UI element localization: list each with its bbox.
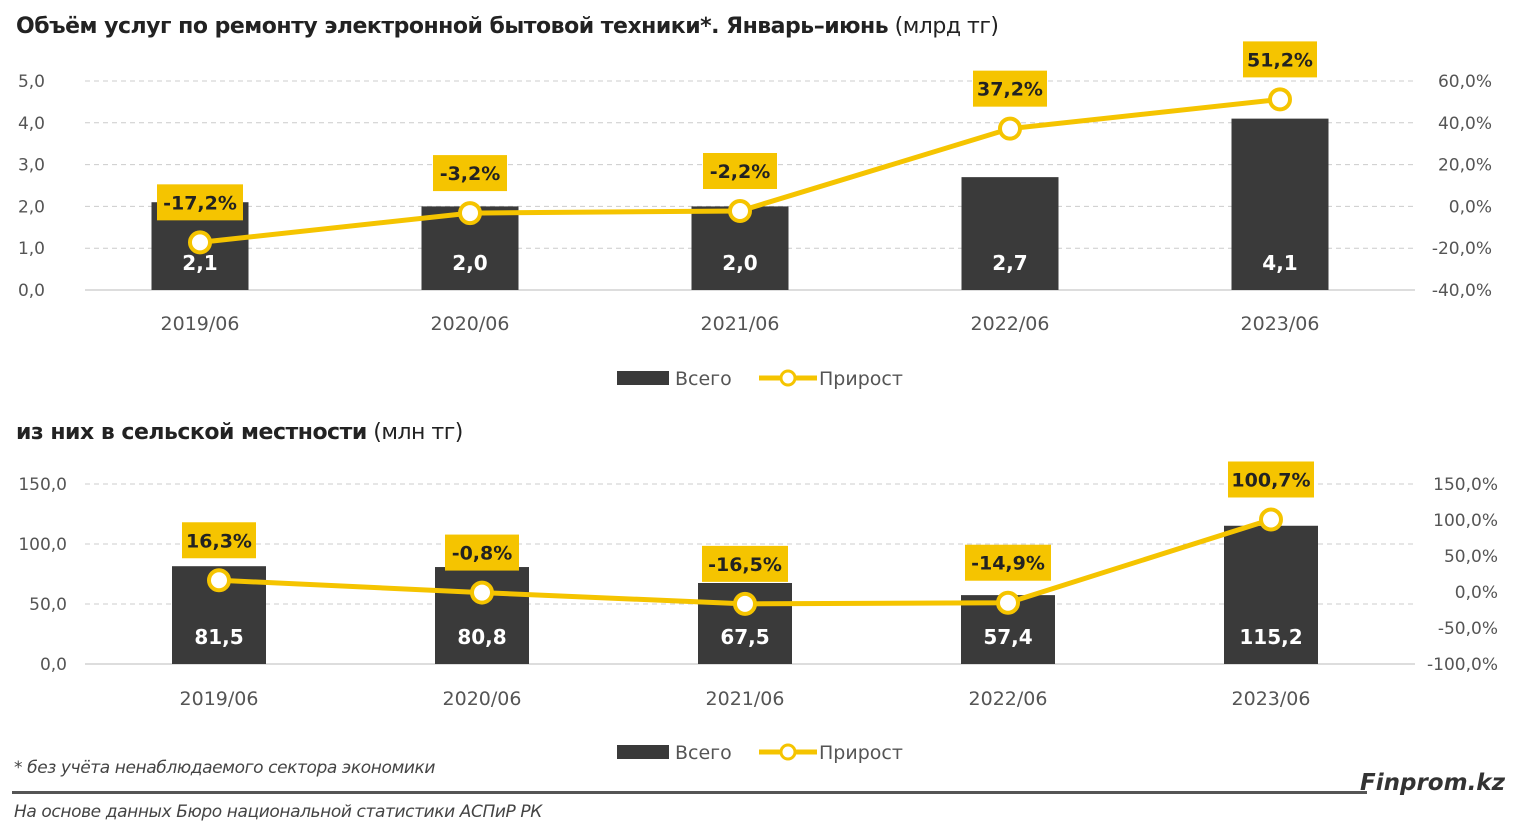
x-tick-label: 2021/06 <box>706 688 785 710</box>
line-label-box <box>1243 41 1317 78</box>
bar-data-label: 81,5 <box>194 625 243 649</box>
legend-swatch-bar <box>617 745 669 759</box>
line-point <box>998 116 1022 141</box>
x-tick-label: 2019/06 <box>161 313 240 335</box>
y-left-tick-label: 0,0 <box>18 281 45 301</box>
line-point <box>728 198 752 223</box>
line-point <box>1259 507 1283 532</box>
y-left-tick-label: 1,0 <box>18 239 45 259</box>
line-label-box <box>703 152 777 189</box>
line-data-label: 100,7% <box>1231 469 1310 491</box>
x-tick-label: 2023/06 <box>1241 313 1320 335</box>
bar-data-label: 2,7 <box>992 251 1027 275</box>
line-label-box <box>1228 461 1314 498</box>
y-right-tick-label: 60,0% <box>1438 72 1492 92</box>
bar-data-label: 2,1 <box>182 251 217 275</box>
y-left-tick-label: 150,0 <box>18 475 67 495</box>
line-data-label: -16,5% <box>708 554 782 576</box>
line-point <box>207 568 231 593</box>
divider <box>12 791 1367 794</box>
line-label-box <box>157 184 243 221</box>
bar <box>961 177 1059 290</box>
line-point <box>996 590 1020 615</box>
y-left-tick-label: 4,0 <box>18 114 45 134</box>
bar-data-label: 67,5 <box>720 625 769 649</box>
legend-label: Прирост <box>819 368 903 390</box>
bar-data-label: 57,4 <box>983 625 1032 649</box>
bar-data-label: 2,0 <box>722 251 757 275</box>
x-tick-label: 2021/06 <box>701 313 780 335</box>
y-right-tick-label: 40,0% <box>1438 114 1492 134</box>
chart1-title: Объём услуг по ремонту электронной бытов… <box>16 14 999 39</box>
line-data-label: -3,2% <box>440 163 501 185</box>
line-data-label: -2,2% <box>710 161 771 183</box>
y-left-tick-label: 2,0 <box>18 197 45 217</box>
legend-swatch-marker <box>779 369 797 387</box>
footnote: * без учёта ненаблюдаемого сектора эконо… <box>14 758 436 778</box>
line-label-box <box>182 522 256 559</box>
legend-label: Всего <box>675 742 732 764</box>
line-label-box <box>702 545 788 582</box>
bar-data-label: 2,0 <box>452 251 487 275</box>
bar-data-label: 4,1 <box>1262 251 1297 275</box>
chart2-title: из них в сельской местности (млн тг) <box>16 420 463 445</box>
line-label-box <box>973 70 1047 107</box>
legend-label: Всего <box>675 368 732 390</box>
bar <box>1231 118 1329 291</box>
y-right-tick-label: -100,0% <box>1427 655 1498 675</box>
y-left-tick-label: 100,0 <box>18 535 67 555</box>
bar-data-label: 115,2 <box>1239 625 1302 649</box>
y-right-tick-label: 20,0% <box>1438 156 1492 176</box>
x-tick-label: 2020/06 <box>431 313 510 335</box>
y-right-tick-label: 0,0% <box>1455 583 1498 603</box>
y-right-tick-label: 150,0% <box>1433 475 1498 495</box>
y-right-tick-label: -40,0% <box>1432 281 1492 301</box>
x-tick-label: 2022/06 <box>969 688 1048 710</box>
legend-swatch-bar <box>617 371 669 385</box>
line-point <box>733 591 757 616</box>
y-left-tick-label: 5,0 <box>18 72 45 92</box>
line-data-label: -17,2% <box>163 192 237 214</box>
line-data-label: -14,9% <box>971 553 1045 575</box>
line-label-box <box>433 155 507 192</box>
y-left-tick-label: 50,0 <box>29 595 67 615</box>
x-tick-label: 2020/06 <box>443 688 522 710</box>
y-right-tick-label: 0,0% <box>1449 197 1492 217</box>
line-label-box <box>445 534 519 571</box>
legend-swatch-marker <box>779 743 797 761</box>
line-data-label: 16,3% <box>186 530 252 552</box>
y-left-tick-label: 3,0 <box>18 156 45 176</box>
line-point <box>1268 87 1292 112</box>
source-note: На основе данных Бюро национальной стати… <box>14 802 542 822</box>
x-tick-label: 2023/06 <box>1232 688 1311 710</box>
bar <box>1224 525 1318 664</box>
brand-logo: Finprom.kz <box>1360 770 1505 796</box>
legend-label: Прирост <box>819 742 903 764</box>
y-left-tick-label: 0,0 <box>40 655 67 675</box>
y-right-tick-label: 50,0% <box>1444 547 1498 567</box>
x-tick-label: 2019/06 <box>180 688 259 710</box>
y-right-tick-label: 100,0% <box>1433 511 1498 531</box>
line-data-label: 51,2% <box>1247 49 1313 71</box>
bar-data-label: 80,8 <box>457 625 506 649</box>
line-label-box <box>965 544 1051 581</box>
line-point <box>470 580 494 605</box>
line-point <box>458 201 482 226</box>
line-data-label: -0,8% <box>452 543 513 565</box>
x-tick-label: 2022/06 <box>971 313 1050 335</box>
line-point <box>188 230 212 255</box>
line-data-label: 37,2% <box>977 79 1043 101</box>
y-right-tick-label: -20,0% <box>1432 239 1492 259</box>
y-right-tick-label: -50,0% <box>1438 619 1498 639</box>
